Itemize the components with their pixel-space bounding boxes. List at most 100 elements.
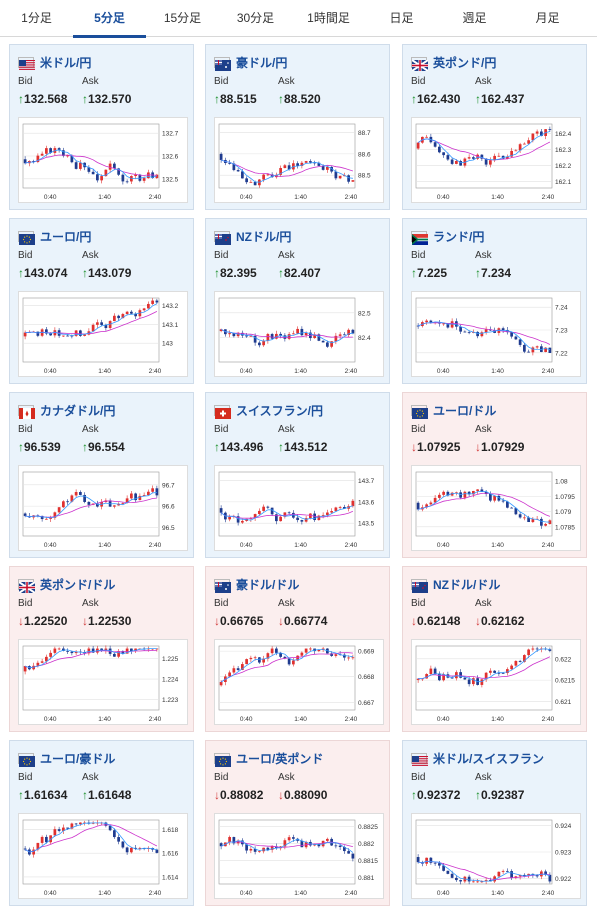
- tab-2[interactable]: 15分足: [146, 0, 219, 37]
- card-title[interactable]: 英ポンド/ドル: [18, 576, 116, 594]
- candlestick-chart[interactable]: 0.622 0.6215 0.621 0:40 1:40 2:40: [411, 639, 581, 725]
- rate-card[interactable]: カナダドル/円 Bid Ask ↑96.539 ↑96.554 96.7 96.6…: [9, 392, 194, 558]
- candlestick-chart[interactable]: 143.7 143.6 143.5 0:40 1:40 2:40: [214, 465, 384, 551]
- candle-body: [49, 652, 52, 657]
- tab-5[interactable]: 日足: [365, 0, 438, 37]
- candle-body: [121, 502, 125, 504]
- card-title[interactable]: 豪ドル/円: [214, 54, 288, 71]
- card-title[interactable]: 英ポンド/円: [411, 54, 497, 72]
- pair-name[interactable]: スイスフラン/円: [236, 403, 323, 418]
- pair-name[interactable]: 米ドル/円: [40, 55, 92, 70]
- y-tick-label: 82.5: [358, 310, 371, 317]
- x-tick-label: 0:40: [240, 368, 253, 375]
- tab-label: 1分足: [21, 11, 52, 25]
- tab-4[interactable]: 1時間足: [292, 0, 365, 37]
- candlestick-chart[interactable]: 0.924 0.923 0.922 0:40 1:40 2:40: [411, 813, 581, 899]
- candlestick-chart[interactable]: 0.8825 0.882 0.8815 0.881 0:40 1:40 2:40: [214, 813, 384, 899]
- candlestick-chart[interactable]: 96.7 96.6 96.5 0:40 1:40 2:40: [18, 465, 188, 551]
- y-tick-label: 0.622: [555, 656, 572, 663]
- card-title[interactable]: 豪ドル/ドル: [214, 576, 300, 593]
- plot-frame: [218, 819, 356, 885]
- candlestick-chart[interactable]: 143.2 143.1 143 0:40 1:40 2:40: [18, 291, 188, 377]
- candle-body: [544, 347, 547, 352]
- candlestick-chart[interactable]: 1.225 1.224 1.223 0:40 1:40 2:40: [18, 639, 188, 725]
- pair-name[interactable]: 英ポンド/円: [433, 55, 497, 70]
- ask-label: Ask: [278, 772, 295, 783]
- candle-body: [70, 651, 74, 654]
- rate-card[interactable]: 英ポンド/円 Bid Ask ↑162.430 ↑162.437 162.4 16…: [402, 44, 587, 210]
- card-title[interactable]: ユーロ/ドル: [411, 402, 497, 419]
- candlestick-chart[interactable]: 162.4 162.3 162.2 162.1 0:40 1:40 2:40: [411, 117, 581, 203]
- rate-card[interactable]: ランド/円 Bid Ask ↑7.225 ↑7.234 7.24 7.23 7.22…: [402, 218, 587, 384]
- candlestick-chart[interactable]: 82.5 82.4 0:40 1:40 2:40: [214, 291, 384, 377]
- ma-short-line: [220, 838, 354, 853]
- candlestick-chart[interactable]: 132.7 132.6 132.5 0:40 1:40 2:40: [18, 117, 188, 203]
- rate-card[interactable]: ユーロ/英ポンド Bid Ask ↓0.88082 ↓0.88090 0.882…: [205, 740, 390, 906]
- rate-card[interactable]: ユーロ/ドル Bid Ask ↓1.07925 ↓1.07929 1.08 1.0…: [402, 392, 587, 558]
- pair-name[interactable]: ユーロ/英ポンド: [236, 751, 324, 766]
- chart-canvas: 0.8825 0.882 0.8815 0.881 0:40 1:40 2:40: [218, 819, 378, 897]
- rate-card[interactable]: ユーロ/円 Bid Ask ↑143.074 ↑143.079 143.2 143…: [9, 218, 194, 384]
- candle-body: [347, 851, 350, 854]
- rate-card[interactable]: ユーロ/豪ドル Bid Ask ↑1.61634 ↑1.61648 1.618 1…: [9, 740, 194, 906]
- candlestick-chart[interactable]: 1.08 1.0795 1.079 1.0785 0:40 1:40 2:40: [411, 465, 581, 551]
- rate-card[interactable]: 豪ドル/円 Bid Ask ↑88.515 ↑88.520 88.7 88.6 88…: [205, 44, 390, 210]
- pair-name[interactable]: ランド/円: [433, 229, 485, 244]
- candle-body: [155, 174, 159, 178]
- pair-name[interactable]: 英ポンド/ドル: [40, 577, 116, 592]
- card-title[interactable]: スイスフラン/円: [214, 402, 323, 419]
- card-title[interactable]: ユーロ/豪ドル: [18, 750, 116, 767]
- card-title[interactable]: ランド/円: [411, 228, 485, 245]
- pair-name[interactable]: 米ドル/スイスフラン: [433, 751, 544, 766]
- x-tick-label: 2:40: [149, 194, 162, 201]
- candle-body: [57, 507, 61, 513]
- gb-flag-icon: [18, 578, 36, 594]
- rate-card[interactable]: 豪ドル/ドル Bid Ask ↓0.66765 ↓0.66774 0.669 0.…: [205, 566, 390, 732]
- rate-card[interactable]: 米ドル/円 Bid Ask ↑132.568 ↑132.570 132.7 132…: [9, 44, 194, 210]
- candle-body: [134, 648, 137, 651]
- card-title[interactable]: NZドル/円: [214, 228, 292, 245]
- tab-6[interactable]: 週足: [438, 0, 511, 37]
- tab-3[interactable]: 30分足: [219, 0, 292, 37]
- candle-body: [531, 519, 535, 523]
- candlestick-chart[interactable]: 0.669 0.668 0.667 0:40 1:40 2:40: [214, 639, 384, 725]
- bid-value: 1.22520: [24, 614, 68, 628]
- card-title[interactable]: ユーロ/英ポンド: [214, 750, 324, 767]
- candle-body: [262, 340, 265, 346]
- pair-name[interactable]: ユーロ/円: [40, 229, 92, 244]
- pair-name[interactable]: NZドル/円: [236, 229, 292, 244]
- arrow-down-icon: ↓: [411, 614, 417, 628]
- tab-1[interactable]: 5分足: [73, 0, 146, 38]
- rate-card[interactable]: 英ポンド/ドル Bid Ask ↓1.22520 ↓1.22530 1.225 1…: [9, 566, 194, 732]
- rate-card[interactable]: 米ドル/スイスフラン Bid Ask ↑0.92372 ↑0.92387 0.9…: [402, 740, 587, 906]
- candlestick-chart[interactable]: 88.7 88.6 88.5 0:40 1:40 2:40: [214, 117, 384, 203]
- card-title[interactable]: カナダドル/円: [18, 402, 116, 419]
- card-title[interactable]: ユーロ/円: [18, 228, 92, 245]
- candlestick-chart[interactable]: 1.618 1.616 1.614 0:40 1:40 2:40: [18, 813, 188, 899]
- pair-name[interactable]: ユーロ/ドル: [433, 403, 497, 418]
- candle-body: [62, 827, 65, 831]
- candle-body: [433, 862, 437, 864]
- card-title[interactable]: 米ドル/円: [18, 54, 91, 70]
- rate-card[interactable]: スイスフラン/円 Bid Ask ↑143.496 ↑143.512 143.7…: [205, 392, 390, 558]
- rate-card[interactable]: NZドル/円 Bid Ask ↑82.395 ↑82.407 82.5 82.4 0…: [205, 218, 390, 384]
- pair-name[interactable]: NZドル/ドル: [433, 577, 501, 592]
- plot-frame: [22, 297, 160, 363]
- candle-body: [125, 311, 129, 315]
- pair-name[interactable]: 豪ドル/円: [236, 55, 288, 70]
- candle-body: [467, 491, 471, 495]
- pair-name[interactable]: 豪ドル/ドル: [236, 577, 300, 592]
- pair-name[interactable]: カナダドル/円: [40, 403, 116, 418]
- candle-body: [493, 670, 496, 673]
- candle-body: [228, 837, 231, 843]
- tab-0[interactable]: 1分足: [0, 0, 73, 37]
- candlestick-chart[interactable]: 7.24 7.23 7.22 0:40 1:40 2:40: [411, 291, 581, 377]
- x-tick-label: 0:40: [437, 890, 450, 897]
- ma-long-line: [418, 492, 551, 517]
- pair-name[interactable]: ユーロ/豪ドル: [40, 751, 116, 766]
- card-title[interactable]: 米ドル/スイスフラン: [411, 750, 544, 766]
- tab-7[interactable]: 月足: [511, 0, 584, 37]
- chart-canvas: 1.225 1.224 1.223 0:40 1:40 2:40: [22, 645, 179, 723]
- rate-card[interactable]: NZドル/ドル Bid Ask ↓0.62148 ↓0.62162 0.622 0…: [402, 566, 587, 732]
- card-title[interactable]: NZドル/ドル: [411, 576, 501, 593]
